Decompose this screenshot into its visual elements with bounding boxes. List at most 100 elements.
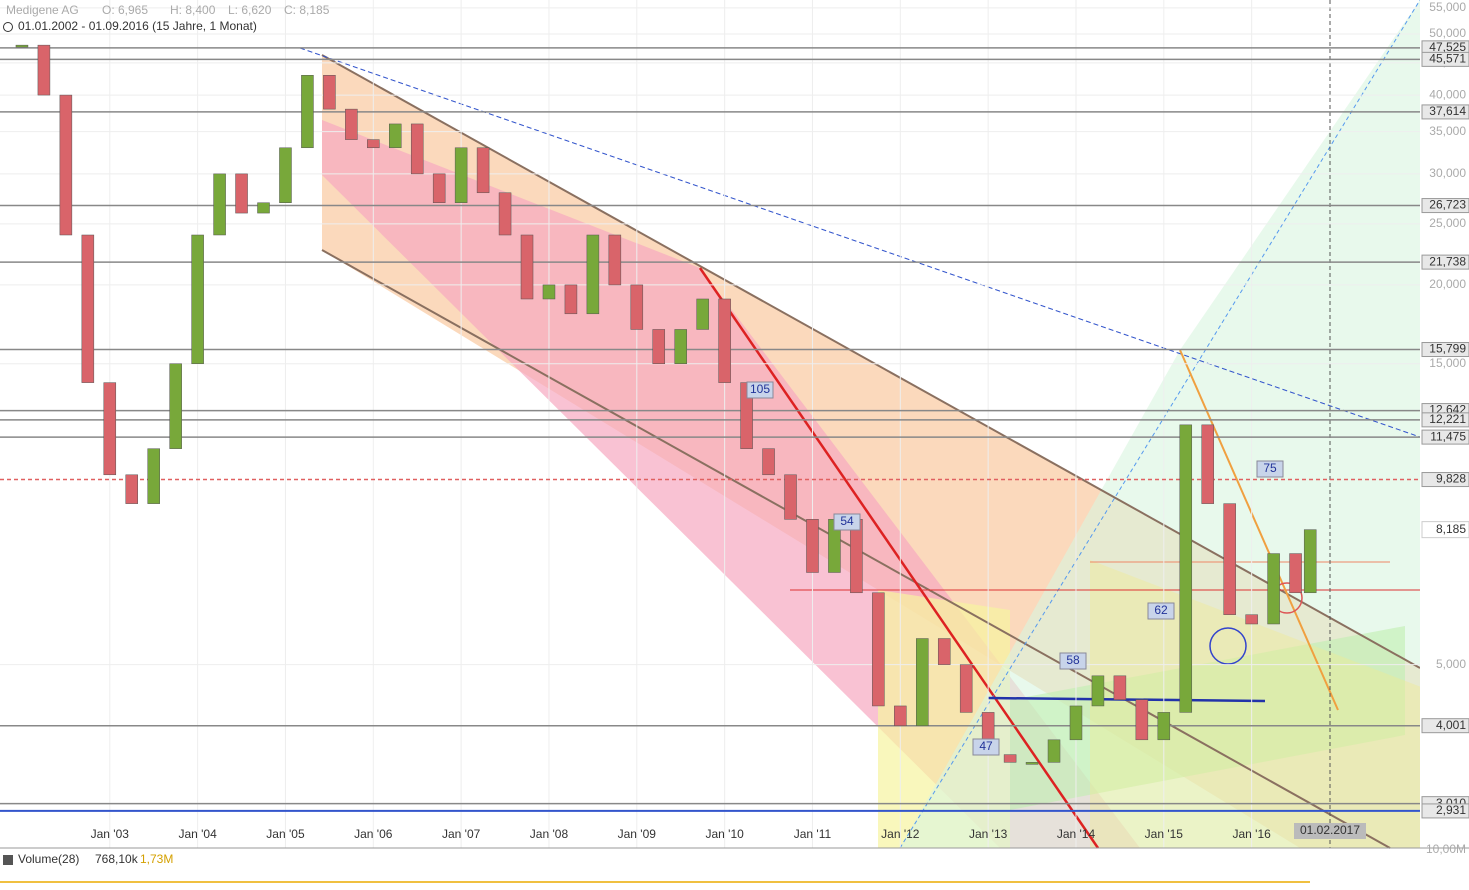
clock-icon xyxy=(3,22,13,32)
candle xyxy=(652,329,666,364)
candle xyxy=(542,284,556,300)
open: O: 6,965 xyxy=(102,3,148,17)
candle xyxy=(454,147,468,203)
marker-date: 01.02.2017 xyxy=(1300,823,1360,837)
volume-title: Volume(28) xyxy=(18,852,79,866)
candle xyxy=(1303,529,1317,594)
x-tick-label: Jan '16 xyxy=(1232,827,1271,841)
drawings xyxy=(299,0,1455,849)
candle xyxy=(1047,739,1061,763)
annotation-box xyxy=(746,381,774,399)
x-tick-label: Jan '06 xyxy=(354,827,393,841)
candle xyxy=(894,705,907,727)
candle xyxy=(1003,754,1017,763)
candle xyxy=(916,638,929,727)
candle xyxy=(323,75,336,110)
x-tick-label: Jan '09 xyxy=(618,827,657,841)
candle xyxy=(630,284,644,330)
candle xyxy=(1157,712,1171,741)
candle xyxy=(1025,762,1039,765)
level-label: 47,525 xyxy=(1429,40,1466,54)
candle xyxy=(213,173,226,236)
level-box xyxy=(1421,803,1469,819)
x-tick-label: Jan '03 xyxy=(91,827,130,841)
date-box xyxy=(1294,823,1366,839)
x-tick-label: Jan '05 xyxy=(266,827,305,841)
annotation-box xyxy=(972,738,1000,756)
candle xyxy=(103,382,117,476)
candle xyxy=(125,474,139,504)
last-price-label: 8,185 xyxy=(1436,522,1466,536)
candle xyxy=(81,234,95,383)
x-tick-label: Jan '13 xyxy=(969,827,1008,841)
stock-name: Medigene AG xyxy=(6,3,79,17)
candle xyxy=(520,234,534,300)
volume-axis-label: 10,00M xyxy=(1426,842,1466,856)
level-label: 21,738 xyxy=(1429,254,1466,268)
y-tick-label: 35,000 xyxy=(1429,124,1466,138)
candle xyxy=(1069,705,1083,741)
level-label: 26,723 xyxy=(1429,198,1466,212)
level-box xyxy=(1421,104,1469,120)
x-tick-label: Jan '04 xyxy=(178,827,217,841)
x-tick-label: Jan '14 xyxy=(1057,827,1096,841)
last-price-box xyxy=(1421,521,1469,539)
annotation: 62 xyxy=(1154,603,1168,617)
candle xyxy=(1113,675,1127,700)
candle xyxy=(235,173,248,214)
annotation: 47 xyxy=(979,739,993,753)
candle xyxy=(937,638,951,665)
candle xyxy=(1223,503,1236,615)
volume-panel xyxy=(0,849,1469,885)
annotation: 75 xyxy=(1263,461,1277,475)
candle xyxy=(696,298,709,330)
low: L: 6,620 xyxy=(228,3,272,17)
candle xyxy=(564,284,578,315)
annotation-box xyxy=(833,513,861,531)
level-label: 9,828 xyxy=(1436,472,1466,486)
x-tick-label: Jan '15 xyxy=(1145,827,1184,841)
level-box xyxy=(1421,198,1469,214)
volume-average: 1,73M xyxy=(140,852,173,866)
y-tick-label: 5,000 xyxy=(1436,657,1466,671)
level-box xyxy=(1421,429,1469,445)
candle xyxy=(498,192,512,236)
candle xyxy=(784,474,797,520)
annotation-box xyxy=(1059,652,1087,670)
level-box xyxy=(1421,472,1469,488)
level-label: 2,931 xyxy=(1436,803,1466,817)
candle xyxy=(608,234,622,286)
annotation: 105 xyxy=(750,382,770,396)
candle xyxy=(1267,553,1280,625)
candle xyxy=(806,519,819,573)
candle xyxy=(37,44,51,96)
volume-icon xyxy=(3,855,13,865)
candle xyxy=(15,44,29,48)
candle xyxy=(345,108,358,140)
volume-value: 768,10k xyxy=(95,852,139,866)
annotation-box xyxy=(1256,460,1284,478)
y-tick-label: 15,000 xyxy=(1429,356,1466,370)
candle xyxy=(718,298,731,383)
candle xyxy=(1201,424,1214,504)
level-box xyxy=(1421,412,1469,428)
level-label: 12,221 xyxy=(1429,412,1466,426)
y-tick-label: 40,000 xyxy=(1429,87,1466,101)
high: H: 8,400 xyxy=(170,3,216,17)
candle xyxy=(301,75,314,149)
level-label: 45,571 xyxy=(1429,52,1466,66)
candle xyxy=(1179,424,1193,713)
y-tick-label: 30,000 xyxy=(1429,166,1466,180)
candle xyxy=(410,123,424,175)
candle xyxy=(959,664,973,713)
candle xyxy=(59,94,73,236)
candle xyxy=(1289,553,1302,594)
y-tick-label: 50,000 xyxy=(1429,26,1466,40)
candle xyxy=(586,234,600,315)
candle xyxy=(476,147,490,194)
candle xyxy=(762,448,775,476)
series xyxy=(0,0,1420,848)
level-label: 37,614 xyxy=(1429,104,1466,118)
